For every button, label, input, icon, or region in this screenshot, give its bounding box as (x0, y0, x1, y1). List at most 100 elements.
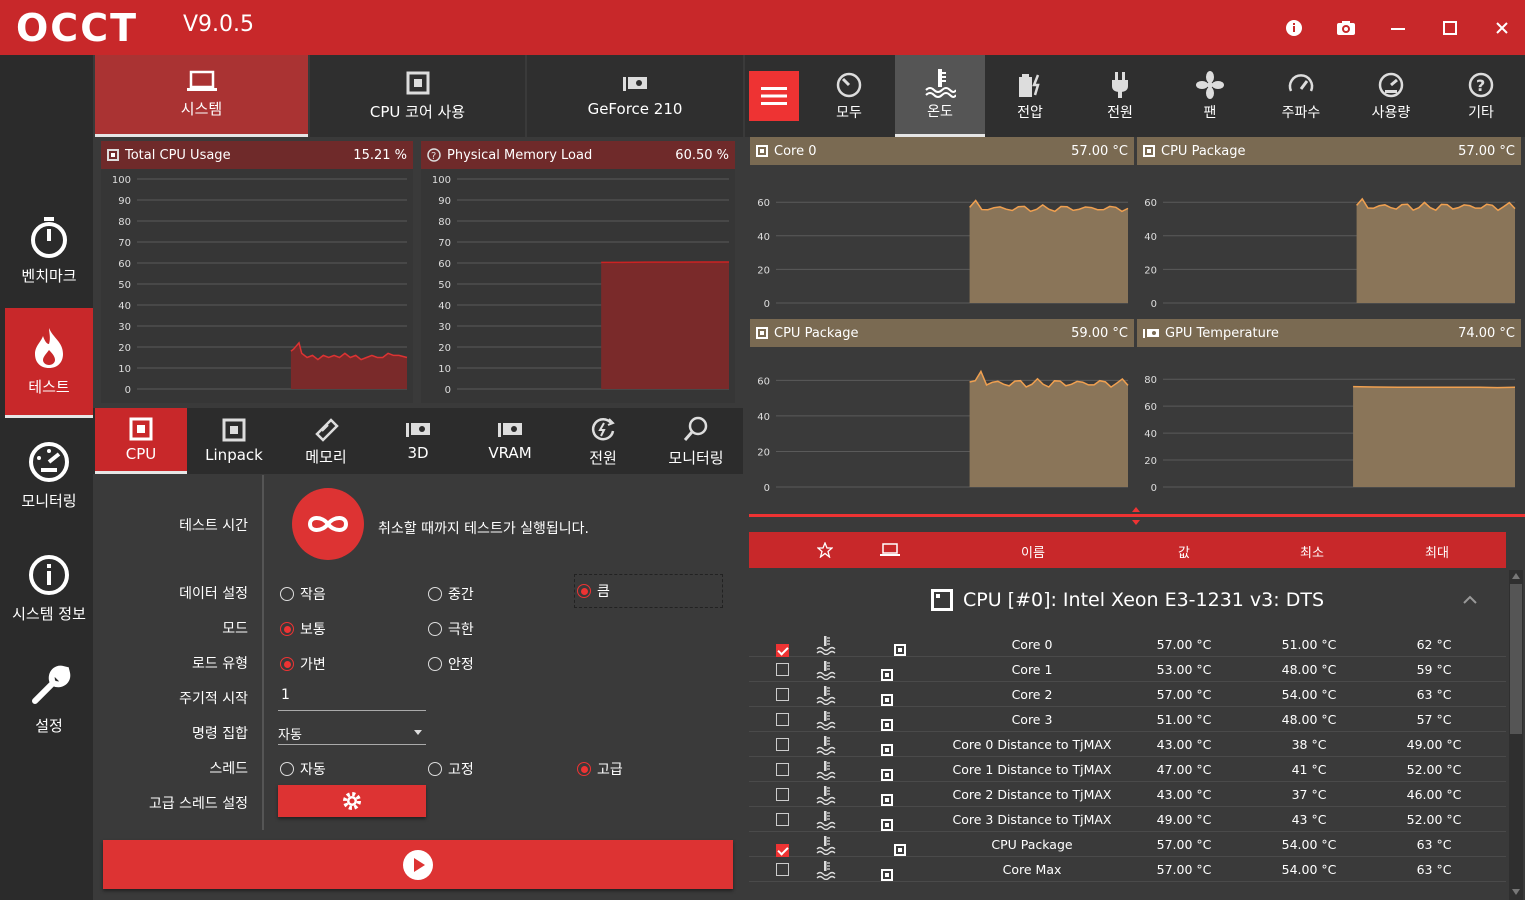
maximize-icon[interactable] (1436, 14, 1464, 42)
axis-tick-label: 80 (118, 217, 131, 228)
table-row[interactable]: Core 3 51.00 °C 48.00 °C 57 °C (749, 707, 1506, 732)
table-row[interactable]: Core 2 57.00 °C 54.00 °C 63 °C (749, 682, 1506, 707)
table-row[interactable]: Core 2 Distance to TjMAX 43.00 °C 37 °C 46.… (749, 782, 1506, 807)
scroll-down-icon[interactable] (1512, 889, 1520, 895)
tab-system[interactable]: 시스템 (95, 55, 308, 137)
favorite-checkbox[interactable] (776, 763, 789, 776)
col-min[interactable]: 최소 (1300, 546, 1324, 561)
chevron-down-icon (414, 730, 422, 735)
tab-other[interactable]: ? 기타 (1437, 55, 1525, 137)
test-tabs: CPU Linpack 메모리 3D VRAM 전원 모니터링 (93, 408, 743, 474)
tab-cpu-core-usage[interactable]: CPU 코어 사용 (310, 55, 525, 137)
tab-test-vram[interactable]: VRAM (464, 408, 556, 474)
table-row[interactable]: Core Max 57.00 °C 54.00 °C 63 °C (749, 857, 1506, 882)
radio-load-variable[interactable]: 가변 (280, 654, 326, 674)
tab-test-monitoring[interactable]: 모니터링 (650, 408, 742, 474)
radio-data-large[interactable]: 큼 (574, 574, 723, 608)
tab-label: 기타 (1468, 104, 1494, 121)
tab-test-linpack[interactable]: Linpack (188, 408, 280, 474)
radio-load-steady[interactable]: 안정 (428, 654, 474, 674)
tab-temperature[interactable]: 온도 (895, 55, 985, 137)
favorite-checkbox[interactable] (776, 863, 789, 876)
area-fill (601, 261, 729, 389)
radio-thread-fixed[interactable]: 고정 (428, 759, 474, 779)
tab-voltage[interactable]: 전압 (986, 55, 1074, 137)
tab-fan[interactable]: 팬 (1166, 55, 1254, 137)
favorite-checkbox[interactable] (776, 843, 789, 857)
tab-label: 3D (407, 444, 429, 462)
axis-tick-label: 20 (118, 343, 131, 354)
data-line (1353, 385, 1516, 389)
advanced-thread-label: 고급 스레드 설정 (148, 796, 248, 812)
app-logo: OCCT (16, 6, 138, 50)
advanced-thread-settings-button[interactable] (278, 785, 426, 817)
close-icon[interactable] (1488, 14, 1516, 42)
favorite-checkbox[interactable] (776, 713, 789, 726)
col-name[interactable]: 이름 (1021, 546, 1045, 561)
tab-test-3d[interactable]: 3D (372, 408, 464, 474)
radio-thread-advanced[interactable]: 고급 (577, 759, 623, 779)
sensor-value: 43.00 °C (1156, 737, 1212, 752)
table-row[interactable]: Core 1 Distance to TjMAX 47.00 °C 41 °C 52.… (749, 757, 1506, 782)
info-icon[interactable] (1280, 14, 1308, 42)
sidebar-item-test[interactable]: 테스트 (5, 308, 93, 418)
scroll-up-icon[interactable] (1512, 573, 1520, 579)
sensor-name: Core 2 (1011, 687, 1053, 702)
star-icon[interactable] (817, 542, 833, 558)
radio-thread-auto[interactable]: 자동 (280, 759, 326, 779)
tab-power[interactable]: 전원 (1076, 55, 1164, 137)
sensor-group-header[interactable]: CPU [#0]: Intel Xeon E3-1231 v3: DTS (749, 575, 1506, 625)
sensor-max: 52.00 °C (1406, 762, 1462, 777)
axis-tick-label: 100 (112, 175, 131, 186)
tab-test-power[interactable]: 전원 (557, 408, 649, 474)
tab-label: 사용량 (1371, 104, 1411, 121)
table-row[interactable]: Core 3 Distance to TjMAX 49.00 °C 43 °C 52.… (749, 807, 1506, 832)
favorite-checkbox[interactable] (776, 663, 789, 676)
area-fill (1353, 386, 1515, 487)
col-value[interactable]: 값 (1178, 546, 1190, 561)
favorite-checkbox[interactable] (776, 788, 789, 801)
sensor-name: Core 0 (1011, 637, 1053, 652)
tab-frequency[interactable]: 주파수 (1257, 55, 1345, 137)
panel-splitter[interactable] (749, 514, 1525, 517)
tab-gpu[interactable]: GeForce 210 (527, 55, 743, 137)
sidebar-item-system-info[interactable]: 시스템 정보 (5, 533, 93, 643)
axis-tick-label: 0 (1151, 299, 1157, 310)
tab-test-cpu[interactable]: CPU (95, 408, 187, 474)
tab-all[interactable]: 모두 (805, 55, 893, 137)
table-row[interactable]: CPU Package 57.00 °C 54.00 °C 63 °C (749, 832, 1506, 857)
start-test-button[interactable] (103, 840, 733, 889)
instruction-set-select[interactable]: 자동 (278, 723, 426, 745)
radio-mode-normal[interactable]: 보통 (280, 619, 326, 639)
graph-title: Physical Memory Load (447, 147, 593, 163)
infinite-mode-button[interactable] (292, 488, 364, 560)
scrollbar-thumb[interactable] (1510, 584, 1522, 734)
table-row[interactable]: Core 0 57.00 °C 51.00 °C 62 °C (749, 632, 1506, 657)
table-scrollbar[interactable] (1509, 570, 1523, 900)
chevron-up-icon[interactable] (1463, 595, 1477, 605)
laptop-icon[interactable] (880, 543, 900, 557)
radio-data-medium[interactable]: 중간 (428, 584, 474, 604)
favorite-checkbox[interactable] (776, 643, 789, 657)
favorite-checkbox[interactable] (776, 688, 789, 701)
cycle-input[interactable]: 1 (278, 685, 426, 711)
favorite-checkbox[interactable] (776, 813, 789, 826)
radio-data-small[interactable]: 작음 (280, 584, 326, 604)
favorite-checkbox[interactable] (776, 738, 789, 751)
sidebar-item-settings[interactable]: 설정 (5, 645, 93, 755)
minimize-icon[interactable] (1384, 14, 1412, 42)
area-fill (969, 371, 1128, 487)
sensor-name: Core 3 Distance to TjMAX (952, 812, 1112, 827)
radio-mode-extreme[interactable]: 극한 (428, 619, 474, 639)
sidebar-item-monitoring[interactable]: 모니터링 (5, 420, 93, 530)
left-panel: 시스템 CPU 코어 사용 GeForce 210 Total CPU Usag… (93, 55, 743, 900)
table-row[interactable]: Core 0 Distance to TjMAX 43.00 °C 38 °C 49.… (749, 732, 1506, 757)
menu-button[interactable] (749, 71, 799, 121)
table-row[interactable]: Core 1 53.00 °C 48.00 °C 59 °C (749, 657, 1506, 682)
tab-test-memory[interactable]: 메모리 (280, 408, 372, 474)
col-max[interactable]: 최대 (1425, 546, 1449, 561)
tab-usage[interactable]: 사용량 (1347, 55, 1435, 137)
sidebar-item-benchmark[interactable]: 벤치마크 (5, 195, 93, 305)
camera-icon[interactable] (1332, 14, 1360, 42)
sensor-min: 37 °C (1291, 787, 1327, 802)
